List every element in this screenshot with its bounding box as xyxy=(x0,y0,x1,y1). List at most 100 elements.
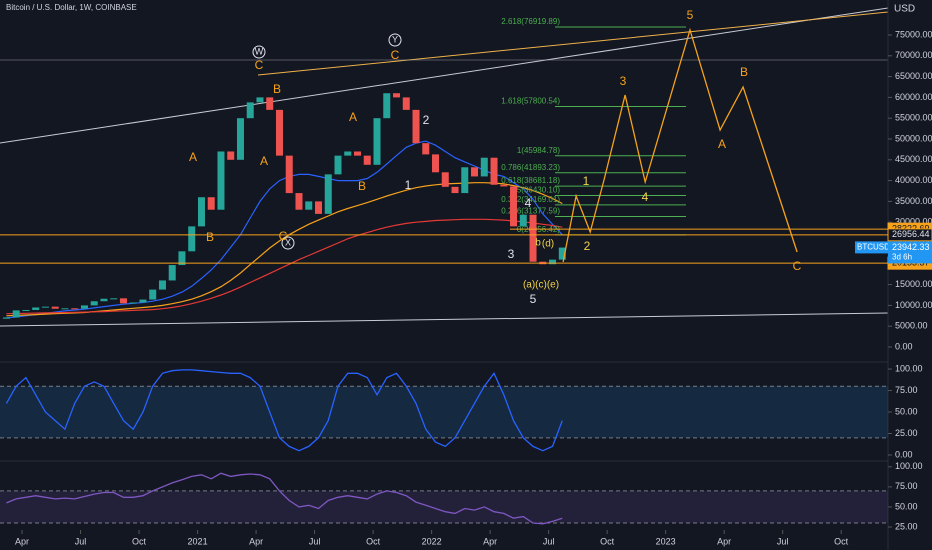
x-tick-label: Jul xyxy=(777,536,789,546)
candle xyxy=(227,151,235,160)
wave-label: (d) xyxy=(542,239,554,250)
indicator-line xyxy=(5,369,563,452)
candle xyxy=(334,155,342,175)
symbol-name: BTCUSD xyxy=(857,243,890,252)
candle xyxy=(149,289,157,300)
y-tick-label: 30000.00 xyxy=(895,217,932,227)
candle xyxy=(393,93,401,98)
candle xyxy=(110,298,118,300)
y-tick-label: 40000.00 xyxy=(895,175,932,185)
price-tag-label: 23942.33 xyxy=(892,242,930,252)
moving-average xyxy=(6,140,563,319)
y-tick-label: 100.00 xyxy=(895,461,923,471)
x-tick-label: 2023 xyxy=(656,536,676,546)
candle xyxy=(80,305,88,309)
x-tick-label: Apr xyxy=(483,536,497,546)
y-tick-label: 35000.00 xyxy=(895,196,932,206)
x-tick-label: Jul xyxy=(309,536,321,546)
candle xyxy=(451,186,459,194)
candle xyxy=(168,265,176,281)
y-tick-label: 70000.00 xyxy=(895,50,932,60)
candle xyxy=(119,298,127,304)
candle xyxy=(529,214,537,262)
wave-label: C xyxy=(279,229,288,243)
price-tag xyxy=(887,228,932,242)
candle xyxy=(305,201,313,210)
candle xyxy=(519,214,527,227)
candle xyxy=(461,167,469,194)
candle xyxy=(2,317,10,319)
x-tick-label: Apr xyxy=(717,536,731,546)
candle xyxy=(266,97,274,110)
y-tick-label: 55000.00 xyxy=(895,113,932,123)
candle xyxy=(363,155,371,165)
trendline xyxy=(257,11,889,76)
y-tick-label: 75.00 xyxy=(895,385,918,395)
wave-label: B xyxy=(740,65,748,79)
wave-label: (a)(c)(e) xyxy=(523,280,559,291)
fib-label: 2.618(76919.89) xyxy=(501,17,560,26)
wave-label: 4 xyxy=(642,190,649,204)
y-tick-label: 50.00 xyxy=(895,406,918,416)
wave-label: 5 xyxy=(687,8,694,22)
x-tick-label: Jul xyxy=(543,536,555,546)
wave-label: 2 xyxy=(423,113,430,127)
x-tick-label: Oct xyxy=(600,536,615,546)
y-tick-label: 45000.00 xyxy=(895,154,932,164)
candle xyxy=(373,118,381,165)
price-tag xyxy=(888,241,932,264)
x-tick-label: 2021 xyxy=(188,536,208,546)
wave-label: A xyxy=(349,110,357,124)
x-tick-label: Oct xyxy=(834,536,849,546)
candle xyxy=(22,309,30,311)
candle xyxy=(383,93,391,119)
wave-circle xyxy=(252,45,266,59)
wave-label: B xyxy=(358,179,366,193)
wave-circle xyxy=(281,236,295,250)
y-tick-label: 0.00 xyxy=(895,341,913,351)
wave-label: B xyxy=(273,82,281,96)
candle xyxy=(510,186,518,227)
wave-label: A xyxy=(718,137,726,151)
y-tick-label: 5000.00 xyxy=(895,321,928,331)
x-tick-label: 2022 xyxy=(422,536,442,546)
candle xyxy=(324,174,332,214)
candle xyxy=(246,102,254,119)
candle xyxy=(90,301,98,306)
y-tick-label: 100.00 xyxy=(895,363,923,373)
price-tag-label: 26956.44 xyxy=(892,229,930,239)
candle xyxy=(139,299,147,303)
symbol-tag xyxy=(855,241,888,254)
x-tick-label: Oct xyxy=(132,536,147,546)
currency: USD xyxy=(894,4,915,15)
wave-label: 3 xyxy=(508,247,515,261)
y-tick-label: 75.00 xyxy=(895,481,918,491)
band xyxy=(0,490,888,523)
candle xyxy=(188,226,196,252)
candle xyxy=(480,157,488,177)
indicator-line xyxy=(6,472,563,525)
wave-label: A xyxy=(189,150,197,164)
candle xyxy=(217,151,225,210)
y-tick-label: 50000.00 xyxy=(895,133,932,143)
fib-label: 1.618(57800.54) xyxy=(501,97,560,106)
candle xyxy=(178,251,186,266)
candle xyxy=(158,280,166,290)
candle xyxy=(32,307,40,310)
candle xyxy=(129,302,137,304)
x-tick-label: Apr xyxy=(15,536,29,546)
candle xyxy=(549,259,557,265)
trendline xyxy=(0,312,889,327)
candle xyxy=(61,308,69,310)
countdown: 3d 6h xyxy=(892,253,912,262)
candle xyxy=(441,172,449,187)
wave-label: X xyxy=(285,237,291,247)
y-tick-label: 60000.00 xyxy=(895,92,932,102)
candle xyxy=(41,306,49,308)
candle xyxy=(285,155,293,194)
band xyxy=(0,386,888,438)
y-tick-label: 25.00 xyxy=(895,428,918,438)
candle xyxy=(12,310,20,318)
